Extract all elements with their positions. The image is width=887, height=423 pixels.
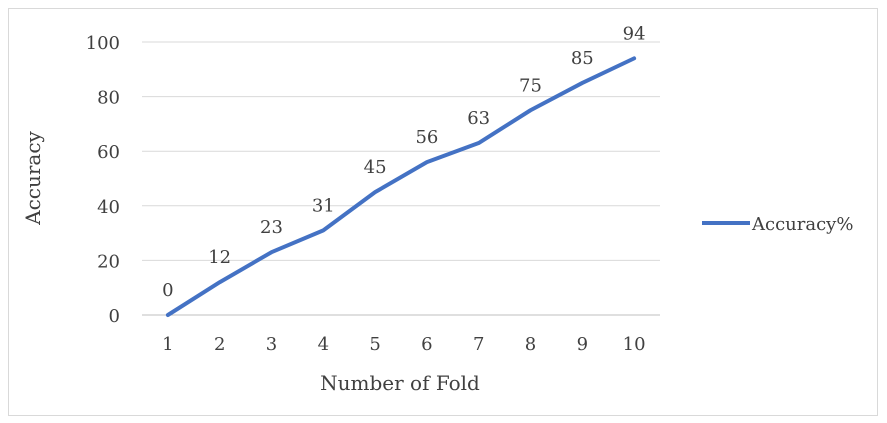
data-label: 31 (312, 195, 335, 216)
data-label: 75 (519, 75, 542, 96)
series-lines (165, 56, 637, 317)
x-tick-label: 8 (525, 334, 536, 355)
x-tick-label: 4 (318, 334, 329, 355)
x-tick-label: 2 (214, 334, 225, 355)
chart-frame (8, 8, 878, 416)
y-tick-label: 0 (109, 306, 120, 327)
x-tick-label: 10 (623, 334, 646, 355)
legend: Accuracy% (702, 214, 853, 235)
y-axis-label: Accuracy (21, 130, 45, 225)
y-tick-label: 100 (86, 33, 120, 54)
data-label: 63 (467, 108, 490, 129)
gridlines (142, 41, 660, 316)
x-axis-label: Number of Fold (320, 371, 480, 395)
y-axis-ticks: 0 20 40 60 80 100 (86, 33, 120, 327)
data-label: 45 (364, 157, 387, 178)
x-tick-label: 5 (369, 334, 380, 355)
x-tick-label: 9 (577, 334, 588, 355)
series-line (165, 56, 637, 317)
x-tick-label: 3 (266, 334, 277, 355)
y-tick-label: 80 (97, 88, 120, 109)
data-label: 0 (162, 280, 173, 301)
legend-label: Accuracy% (751, 214, 853, 235)
x-tick-label: 1 (162, 334, 173, 355)
data-label: 85 (571, 48, 594, 69)
data-label: 12 (208, 247, 231, 268)
data-label: 23 (260, 217, 283, 238)
x-axis-ticks: 1 2 3 4 5 6 7 8 9 10 (162, 334, 645, 355)
x-tick-label: 6 (421, 334, 432, 355)
y-tick-label: 60 (97, 142, 120, 163)
y-tick-label: 20 (97, 251, 120, 272)
data-labels: 0 12 23 31 45 56 63 75 85 94 (162, 23, 645, 301)
data-label: 56 (415, 127, 438, 148)
x-tick-label: 7 (473, 334, 484, 355)
y-tick-label: 40 (97, 197, 120, 218)
data-label: 94 (623, 23, 646, 44)
